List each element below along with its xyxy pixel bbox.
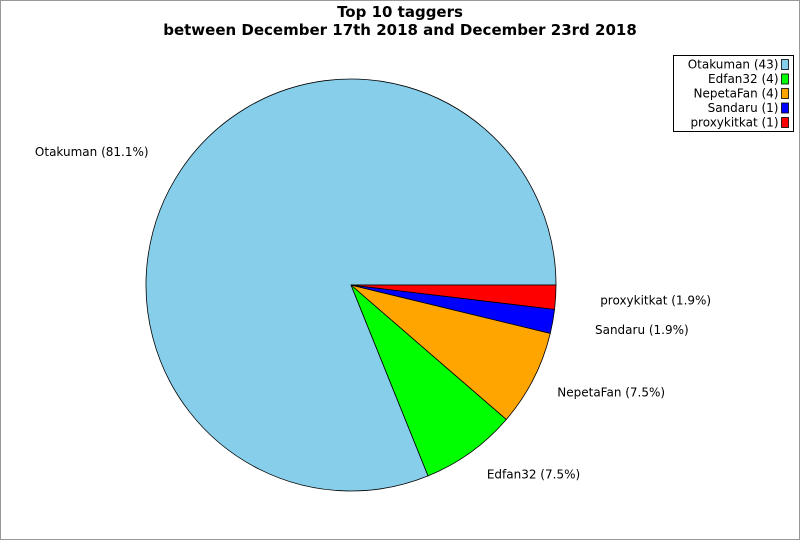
- legend-swatch-nepetafan: [782, 89, 789, 99]
- legend-label-proxykitkat: proxykitkat (1): [690, 116, 778, 130]
- slice-label-nepetafan: NepetaFan (7.5%): [557, 385, 665, 399]
- slice-label-sandaru: Sandaru (1.9%): [595, 323, 689, 337]
- legend-swatch-otakuman: [782, 60, 789, 70]
- chart-subtitle: between December 17th 2018 and December …: [163, 21, 637, 39]
- chart-title: Top 10 taggers: [337, 3, 463, 21]
- legend: Otakuman (43)Edfan32 (4)NepetaFan (4)San…: [674, 56, 794, 132]
- slice-label-proxykitkat: proxykitkat (1.9%): [600, 294, 711, 308]
- legend-label-otakuman: Otakuman (43): [688, 58, 779, 72]
- legend-swatch-proxykitkat: [782, 118, 789, 128]
- legend-label-sandaru: Sandaru (1): [708, 101, 779, 115]
- legend-swatch-sandaru: [782, 103, 789, 113]
- slice-label-otakuman: Otakuman (81.1%): [35, 145, 149, 159]
- legend-label-edfan32: Edfan32 (4): [708, 72, 778, 86]
- pie-slices: [146, 79, 556, 491]
- legend-label-nepetafan: NepetaFan (4): [694, 87, 779, 101]
- legend-swatch-edfan32: [782, 74, 789, 84]
- slice-label-edfan32: Edfan32 (7.5%): [487, 467, 580, 481]
